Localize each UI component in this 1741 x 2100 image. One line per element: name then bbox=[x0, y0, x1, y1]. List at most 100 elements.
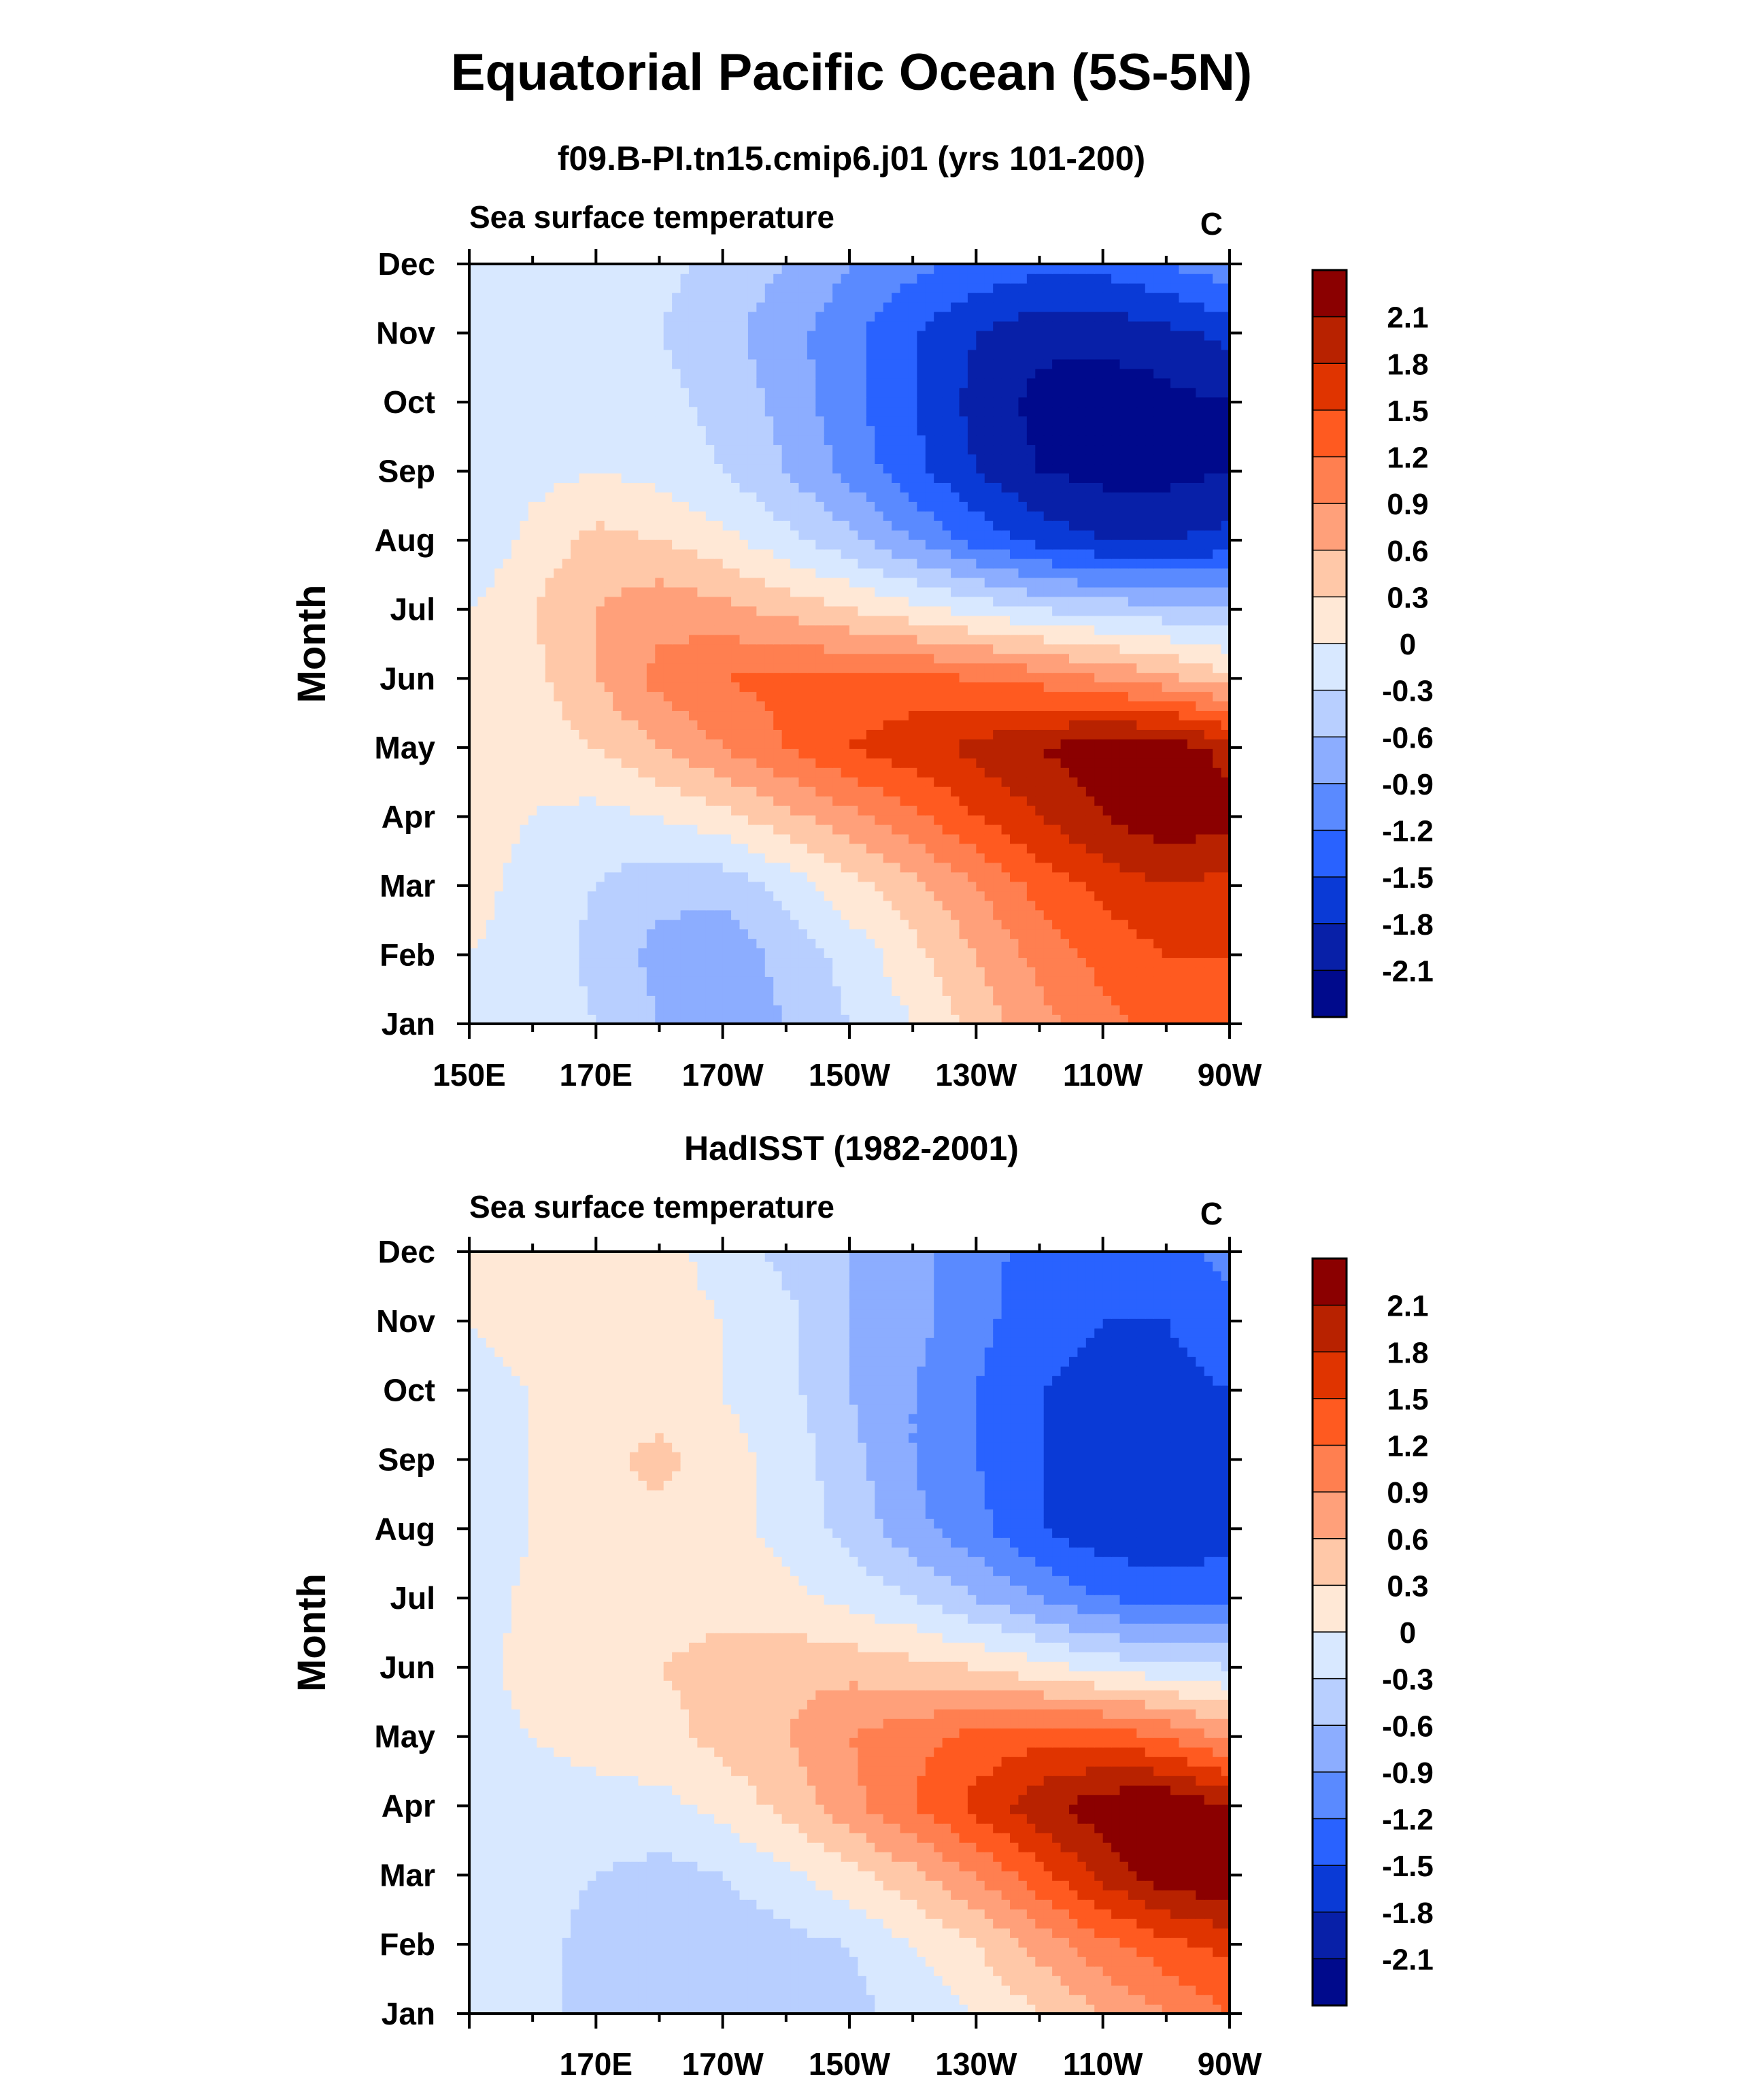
heatmap-cell bbox=[1035, 824, 1045, 835]
heatmap-cell bbox=[630, 501, 639, 512]
heatmap-cell bbox=[486, 843, 496, 854]
heatmap-cell bbox=[630, 1014, 639, 1024]
heatmap-cell bbox=[520, 672, 529, 683]
heatmap-cell bbox=[858, 957, 867, 968]
heatmap-cell bbox=[934, 824, 943, 835]
heatmap-cell bbox=[1085, 748, 1096, 759]
heatmap-cell bbox=[1162, 567, 1171, 578]
heatmap-cell bbox=[1102, 1014, 1112, 1024]
heatmap-cell bbox=[739, 720, 749, 730]
heatmap-cell bbox=[1179, 615, 1188, 626]
heatmap-cell bbox=[731, 967, 741, 977]
heatmap-cell bbox=[841, 814, 850, 825]
heatmap-cell bbox=[1060, 624, 1070, 635]
heatmap-cell bbox=[714, 786, 724, 797]
heatmap-cell bbox=[545, 1005, 555, 1015]
heatmap-cell bbox=[1094, 833, 1104, 844]
heatmap-cell bbox=[892, 624, 901, 635]
heatmap-cell bbox=[613, 900, 622, 911]
heatmap-cell bbox=[739, 739, 749, 749]
heatmap-cell bbox=[781, 653, 791, 664]
heatmap-cell bbox=[1052, 615, 1062, 626]
heatmap-cell bbox=[1068, 929, 1079, 939]
heatmap-cell bbox=[731, 672, 741, 683]
heatmap-cell bbox=[925, 739, 935, 749]
heatmap-cell bbox=[1187, 767, 1197, 778]
heatmap-cell bbox=[537, 1014, 546, 1024]
heatmap-cell bbox=[1102, 910, 1112, 920]
heatmap-cell bbox=[1018, 548, 1028, 559]
heatmap-cell bbox=[942, 691, 951, 702]
heatmap-cell bbox=[1145, 881, 1154, 892]
heatmap-cell bbox=[892, 843, 901, 854]
heatmap-cell bbox=[714, 814, 724, 825]
heatmap-cell bbox=[646, 586, 656, 597]
heatmap-cell bbox=[537, 720, 546, 730]
heatmap-cell bbox=[934, 852, 943, 863]
heatmap-cell bbox=[1026, 672, 1036, 683]
heatmap-cell bbox=[959, 919, 968, 930]
heatmap-cell bbox=[646, 729, 656, 739]
heatmap-cell bbox=[663, 501, 673, 512]
heatmap-cell bbox=[747, 900, 758, 911]
heatmap-cell bbox=[883, 586, 892, 597]
heatmap-cell bbox=[494, 805, 504, 816]
heatmap-cell bbox=[875, 682, 884, 693]
heatmap-cell bbox=[925, 843, 935, 854]
heatmap-cell bbox=[942, 929, 951, 939]
heatmap-cell bbox=[756, 814, 766, 825]
heatmap-cell bbox=[503, 824, 512, 835]
heatmap-cell bbox=[1179, 567, 1188, 578]
heatmap-cell bbox=[562, 653, 571, 664]
heatmap-cell bbox=[841, 938, 850, 949]
heatmap-cell bbox=[1119, 558, 1129, 569]
heatmap-cell bbox=[477, 948, 487, 959]
heatmap-cell bbox=[1026, 871, 1036, 882]
heatmap-cell bbox=[1136, 511, 1146, 521]
heatmap-cell bbox=[951, 1005, 960, 1015]
heatmap-cell bbox=[630, 529, 639, 540]
heatmap-cell bbox=[680, 492, 690, 502]
heatmap-cell bbox=[1085, 900, 1096, 911]
heatmap-cell bbox=[1085, 720, 1096, 730]
heatmap-cell bbox=[638, 919, 647, 930]
heatmap-cell bbox=[705, 539, 715, 550]
heatmap-cell bbox=[714, 948, 724, 959]
heatmap-cell bbox=[520, 967, 529, 977]
heatmap-cell bbox=[807, 653, 817, 664]
heatmap-cell bbox=[1026, 567, 1036, 578]
heatmap-cell bbox=[967, 824, 977, 835]
heatmap-cell bbox=[571, 805, 580, 816]
heatmap-cell bbox=[1052, 1014, 1062, 1024]
heatmap-cell bbox=[1119, 871, 1129, 882]
heatmap-cell bbox=[756, 644, 766, 654]
heatmap-cell bbox=[545, 644, 555, 654]
heatmap-cell bbox=[1043, 644, 1053, 654]
heatmap-cell bbox=[993, 539, 1002, 550]
heatmap-cell bbox=[807, 748, 817, 759]
heatmap-cell bbox=[1213, 511, 1222, 521]
heatmap-cell bbox=[1162, 701, 1171, 712]
heatmap-cell bbox=[486, 577, 496, 588]
heatmap-cell bbox=[646, 1005, 656, 1015]
heatmap-cell bbox=[790, 653, 800, 664]
heatmap-cell bbox=[993, 833, 1002, 844]
heatmap-cell bbox=[875, 967, 884, 977]
heatmap-cell bbox=[942, 644, 951, 654]
heatmap-cell bbox=[1162, 729, 1171, 739]
heatmap-cell bbox=[790, 890, 800, 901]
heatmap-cell bbox=[545, 948, 555, 959]
heatmap-cell bbox=[967, 586, 977, 597]
heatmap-cell bbox=[1102, 948, 1112, 959]
heatmap-cell bbox=[621, 910, 630, 920]
heatmap-cell bbox=[1162, 890, 1171, 901]
heatmap-cell bbox=[630, 663, 639, 673]
heatmap-cell bbox=[1170, 501, 1180, 512]
heatmap-cell bbox=[722, 871, 732, 882]
heatmap-cell bbox=[1162, 615, 1171, 626]
heatmap-cell bbox=[469, 729, 479, 739]
heatmap-cell bbox=[875, 663, 884, 673]
heatmap-cell bbox=[621, 814, 630, 825]
heatmap-cell bbox=[841, 995, 850, 1005]
heatmap-cell bbox=[1119, 824, 1129, 835]
